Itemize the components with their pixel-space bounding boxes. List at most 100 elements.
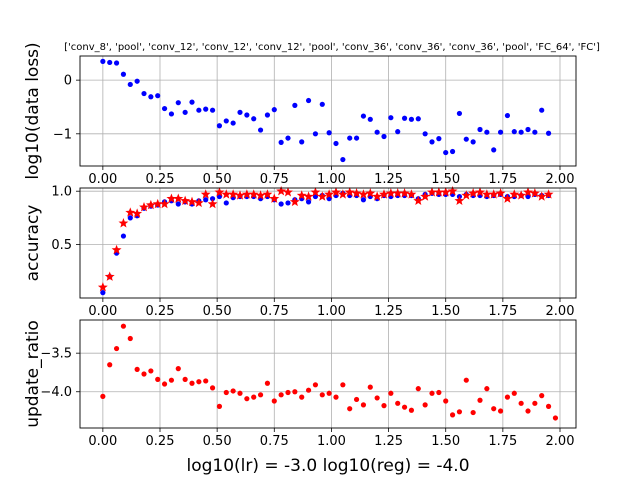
loss-data-point xyxy=(319,101,325,107)
update-ratio-data-point xyxy=(168,377,175,383)
loss-data-point xyxy=(360,113,367,119)
update-ratio-y-tick-label: −3.5 xyxy=(40,347,72,362)
accuracy-star-point xyxy=(420,191,431,201)
update-ratio-data-point xyxy=(443,398,449,404)
update-ratio-data-point xyxy=(161,381,168,387)
update-ratio-data-point xyxy=(552,415,559,421)
accuracy-star-point xyxy=(296,190,307,200)
update-ratio-x-tick-label: 2.00 xyxy=(546,434,575,449)
accuracy-star-point xyxy=(454,195,465,206)
loss-data-point xyxy=(525,126,531,133)
accuracy-star-point xyxy=(331,187,341,197)
update-ratio-data-point xyxy=(312,382,319,388)
update-ratio-data-point xyxy=(196,379,202,385)
update-ratio-data-point xyxy=(347,406,353,412)
accuracy-x-tick-label: 1.50 xyxy=(431,304,460,319)
loss-x-tick-label: 0.00 xyxy=(88,172,117,187)
loss-data-point xyxy=(257,127,264,133)
update-ratio-data-point xyxy=(175,366,181,372)
loss-x-tick-label: 1.25 xyxy=(374,172,403,187)
loss-data-point xyxy=(223,118,229,124)
loss-data-point xyxy=(161,105,168,112)
accuracy-star-point xyxy=(351,188,362,198)
accuracy-star-point xyxy=(427,187,437,197)
update-ratio-data-point xyxy=(381,403,387,409)
update-ratio-subplot: 0.00 0.25 0.50 0.75 1.00 1.25 1.50 1.75 2.00 −3.5… xyxy=(23,319,577,449)
accuracy-star-point xyxy=(310,187,321,197)
loss-data-point xyxy=(285,135,291,141)
loss-data-point xyxy=(141,90,147,97)
update-ratio-data-point xyxy=(532,400,538,406)
accuracy-star-point xyxy=(516,190,527,200)
accuracy-star-point xyxy=(145,199,156,210)
update-ratio-x-tick-label: 1.50 xyxy=(431,434,460,449)
loss-data-point xyxy=(148,94,154,100)
update-ratio-data-point xyxy=(155,376,161,382)
accuracy-star-point xyxy=(358,189,369,199)
update-ratio-data-point xyxy=(209,385,216,391)
accuracy-star-point xyxy=(187,196,197,207)
accuracy-y-axis-label: accuracy xyxy=(23,205,43,282)
loss-data-point xyxy=(353,135,360,141)
loss-data-point xyxy=(168,111,175,117)
update-ratio-data-point xyxy=(203,378,209,384)
accuracy-star-point xyxy=(248,189,259,199)
accuracy-star-point xyxy=(337,189,348,199)
update-ratio-axes-frame xyxy=(79,319,577,429)
loss-data-point xyxy=(401,115,408,121)
accuracy-star-point xyxy=(372,191,383,201)
accuracy-axes-frame xyxy=(79,187,577,299)
accuracy-star-point xyxy=(241,189,252,199)
loss-data-point xyxy=(408,116,415,122)
update-ratio-data-point xyxy=(525,408,531,414)
update-ratio-data-point xyxy=(388,390,394,396)
accuracy-star-point xyxy=(104,271,115,281)
accuracy-data-point xyxy=(100,290,106,296)
accuracy-star-point xyxy=(529,188,540,198)
loss-data-point xyxy=(477,126,483,133)
update-ratio-data-point xyxy=(484,386,490,392)
loss-y-tick-label: 0 xyxy=(64,74,72,89)
accuracy-star-point xyxy=(413,195,424,206)
accuracy-star-point xyxy=(509,189,520,199)
accuracy-star-point xyxy=(235,190,245,200)
update-ratio-data-point xyxy=(470,409,476,416)
accuracy-star-point xyxy=(214,187,225,197)
loss-data-point xyxy=(251,116,257,122)
update-ratio-data-point xyxy=(449,412,456,418)
loss-data-point xyxy=(203,106,209,112)
loss-data-point xyxy=(120,71,127,77)
loss-data-point xyxy=(470,139,476,145)
update-ratio-data-point xyxy=(244,396,250,402)
update-ratio-data-point xyxy=(148,368,154,374)
update-ratio-data-point xyxy=(107,362,113,368)
loss-data-point xyxy=(518,129,524,135)
accuracy-star-point xyxy=(159,198,170,209)
update-ratio-data-point xyxy=(285,389,291,396)
loss-data-point xyxy=(155,93,161,99)
accuracy-star-point xyxy=(180,195,191,206)
accuracy-star-point xyxy=(228,189,239,199)
accuracy-star-point xyxy=(324,189,335,199)
loss-subplot: 0.00 0.25 0.50 0.75 1.00 1.25 1.50 1.75 2.00 0 −1 l… xyxy=(23,42,577,187)
update-ratio-data-point xyxy=(257,392,264,398)
update-ratio-data-point xyxy=(120,323,127,329)
accuracy-star-point xyxy=(118,218,129,228)
accuracy-x-tick-label: 1.00 xyxy=(317,304,346,319)
loss-data-point xyxy=(264,112,271,118)
update-ratio-x-tick-label: 0.00 xyxy=(88,434,117,449)
loss-x-tick-label: 2.00 xyxy=(546,172,575,187)
accuracy-star-point xyxy=(488,189,499,199)
accuracy-star-point xyxy=(276,186,287,196)
accuracy-star-point xyxy=(502,193,513,203)
loss-data-point xyxy=(134,78,140,84)
accuracy-star-point xyxy=(447,186,458,196)
update-ratio-data-point xyxy=(271,398,277,404)
loss-data-point xyxy=(271,107,277,113)
update-ratio-x-tick-label: 1.25 xyxy=(374,434,403,449)
update-ratio-data-point xyxy=(429,390,435,396)
accuracy-star-point xyxy=(468,188,479,198)
update-ratio-data-point xyxy=(497,408,504,414)
loss-data-point xyxy=(113,60,120,66)
accuracy-star-point xyxy=(379,189,389,199)
